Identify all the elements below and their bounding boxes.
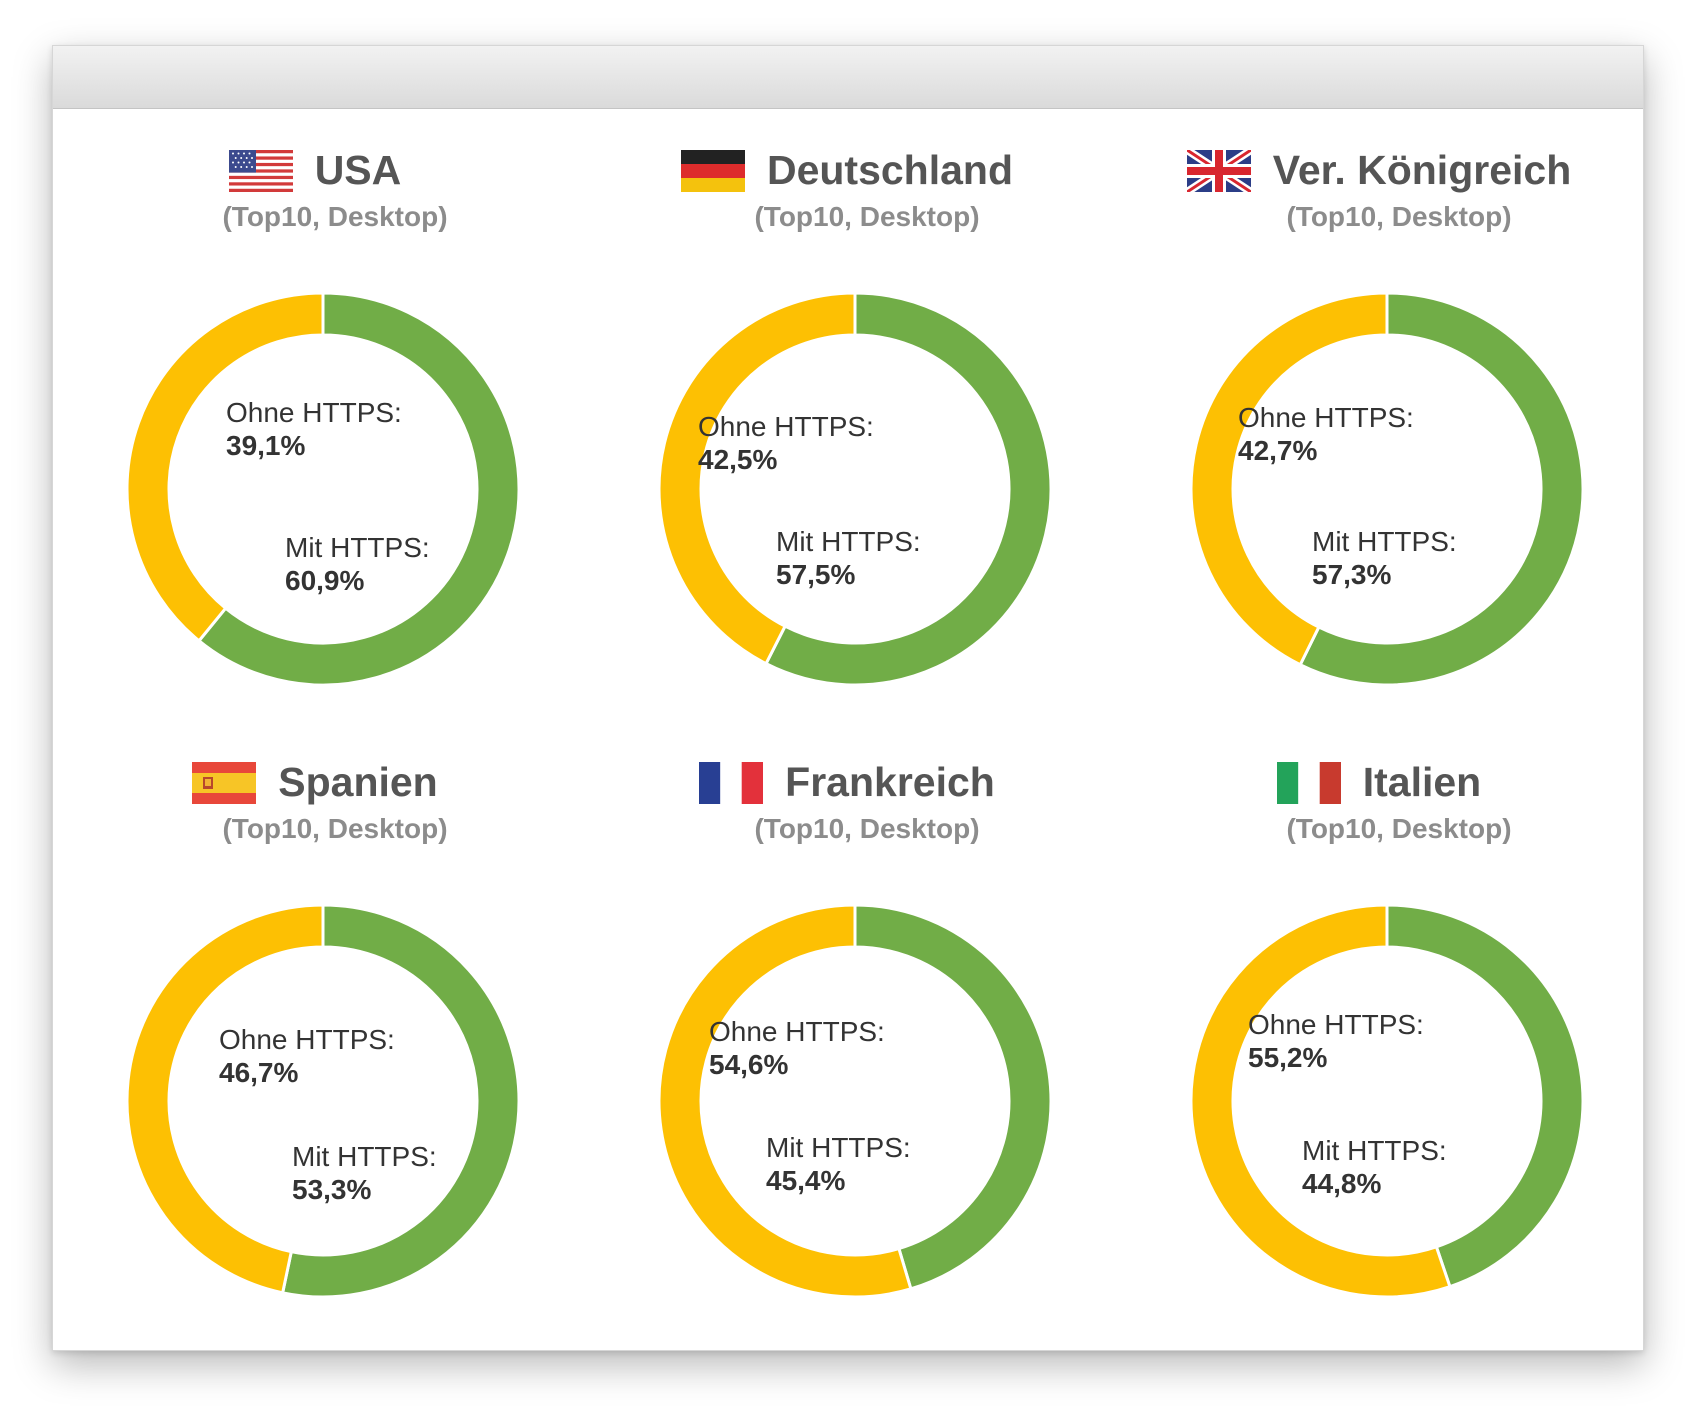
- slice-ohne-https: [1189, 291, 1389, 667]
- window-titlebar: [53, 46, 1643, 109]
- label-ohne-https-value: 39,1%: [226, 430, 306, 461]
- slice-mit-https: [763, 291, 1053, 687]
- label-ohne-https-text: Ohne HTTPS:: [1238, 402, 1414, 433]
- label-mit-https-text: Mit HTTPS:: [292, 1141, 437, 1172]
- chart-header: Ver. Königreich: [1117, 147, 1641, 194]
- slice-ohne-https: [1189, 903, 1452, 1299]
- label-mit-https-value: 57,5%: [776, 559, 856, 590]
- chart-header: Italien: [1117, 759, 1641, 806]
- label-mit-https-text: Mit HTTPS:: [1312, 526, 1457, 557]
- chart-title: USA: [314, 147, 402, 193]
- label-mit-https: Mit HTTPS: 45,4%: [766, 1131, 911, 1197]
- label-ohne-https-text: Ohne HTTPS:: [226, 397, 402, 428]
- label-ohne-https-value: 55,2%: [1248, 1042, 1328, 1073]
- label-ohne-https-text: Ohne HTTPS:: [1248, 1009, 1424, 1040]
- slice-ohne-https: [657, 903, 913, 1299]
- label-mit-https-value: 60,9%: [285, 565, 365, 596]
- slice-ohne-https: [657, 291, 857, 666]
- chart-subtitle: (Top10, Desktop): [754, 813, 980, 844]
- chart-title: Spanien: [278, 759, 438, 805]
- label-mit-https-text: Mit HTTPS:: [285, 532, 430, 563]
- label-ohne-https-text: Ohne HTTPS:: [698, 411, 874, 442]
- label-ohne-https: Ohne HTTPS: 42,5%: [698, 410, 874, 476]
- donut-chart: [125, 291, 521, 687]
- chart-title: Ver. Königreich: [1272, 147, 1572, 193]
- germany-flag-icon: [680, 149, 745, 192]
- chart-header: Deutschland: [585, 147, 1109, 194]
- label-mit-https: Mit HTTPS: 57,5%: [776, 525, 921, 591]
- label-mit-https-value: 44,8%: [1302, 1168, 1382, 1199]
- label-ohne-https: Ohne HTTPS: 46,7%: [219, 1023, 395, 1089]
- label-mit-https: Mit HTTPS: 57,3%: [1312, 525, 1457, 591]
- chart-deutschland: Deutschland (Top10, Desktop) Ohne HTTPS:…: [585, 109, 1109, 721]
- label-mit-https-value: 45,4%: [766, 1165, 846, 1196]
- uk-flag-icon: [1186, 149, 1251, 192]
- label-mit-https-text: Mit HTTPS:: [776, 526, 921, 557]
- chart-header: USA: [53, 147, 577, 194]
- chart-title: Frankreich: [785, 759, 995, 805]
- label-ohne-https: Ohne HTTPS: 39,1%: [226, 396, 402, 462]
- chart-subtitle: (Top10, Desktop): [1286, 201, 1512, 232]
- usa-flag-icon: [228, 149, 293, 192]
- spain-flag-icon: [192, 761, 257, 804]
- label-mit-https-text: Mit HTTPS:: [1302, 1135, 1447, 1166]
- chart-title: Italien: [1362, 759, 1482, 805]
- chart-subtitle: (Top10, Desktop): [222, 813, 448, 844]
- label-ohne-https-text: Ohne HTTPS:: [219, 1024, 395, 1055]
- label-mit-https-text: Mit HTTPS:: [766, 1132, 911, 1163]
- slice-mit-https: [280, 903, 521, 1299]
- donut-chart: [657, 903, 1053, 1299]
- chart-ver-koenigreich: Ver. Königreich (Top10, Desktop) Ohne HT…: [1117, 109, 1641, 721]
- slice-mit-https: [1385, 903, 1585, 1289]
- chart-header: Spanien: [53, 759, 577, 806]
- label-mit-https-value: 53,3%: [292, 1174, 372, 1205]
- label-ohne-https-value: 42,7%: [1238, 435, 1318, 466]
- chart-italien: Italien (Top10, Desktop) Ohne HTTPS: 55,…: [1117, 721, 1641, 1333]
- donut-chart: [657, 291, 1053, 687]
- label-mit-https-value: 57,3%: [1312, 559, 1392, 590]
- chart-title: Deutschland: [766, 147, 1014, 193]
- label-ohne-https: Ohne HTTPS: 55,2%: [1248, 1008, 1424, 1074]
- chart-subtitle: (Top10, Desktop): [754, 201, 980, 232]
- slice-ohne-https: [125, 903, 325, 1295]
- slice-mit-https: [196, 291, 521, 687]
- donut-chart: [125, 903, 521, 1299]
- label-ohne-https-value: 42,5%: [698, 444, 778, 475]
- charts-grid: USA (Top10, Desktop) Ohne HTTPS: 39,1% M…: [53, 109, 1643, 1350]
- slice-ohne-https: [125, 291, 325, 643]
- label-ohne-https-text: Ohne HTTPS:: [709, 1016, 885, 1047]
- label-ohne-https: Ohne HTTPS: 42,7%: [1238, 401, 1414, 467]
- chart-subtitle: (Top10, Desktop): [1286, 813, 1512, 844]
- label-ohne-https-value: 54,6%: [709, 1049, 789, 1080]
- label-ohne-https-value: 46,7%: [219, 1057, 299, 1088]
- slice-mit-https: [1298, 291, 1585, 687]
- label-mit-https: Mit HTTPS: 60,9%: [285, 531, 430, 597]
- chart-usa: USA (Top10, Desktop) Ohne HTTPS: 39,1% M…: [53, 109, 577, 721]
- chart-subtitle: (Top10, Desktop): [222, 201, 448, 232]
- label-mit-https: Mit HTTPS: 53,3%: [292, 1140, 437, 1206]
- chart-header: Frankreich: [585, 759, 1109, 806]
- donut-chart: [1189, 903, 1585, 1299]
- chart-spanien: Spanien (Top10, Desktop) Ohne HTTPS: 46,…: [53, 721, 577, 1333]
- label-mit-https: Mit HTTPS: 44,8%: [1302, 1134, 1447, 1200]
- chart-frankreich: Frankreich (Top10, Desktop) Ohne HTTPS: …: [585, 721, 1109, 1333]
- browser-window: USA (Top10, Desktop) Ohne HTTPS: 39,1% M…: [52, 45, 1644, 1351]
- label-ohne-https: Ohne HTTPS: 54,6%: [709, 1015, 885, 1081]
- donut-chart: [1189, 291, 1585, 687]
- france-flag-icon: [699, 761, 764, 804]
- italy-flag-icon: [1276, 761, 1341, 804]
- slice-mit-https: [853, 903, 1053, 1291]
